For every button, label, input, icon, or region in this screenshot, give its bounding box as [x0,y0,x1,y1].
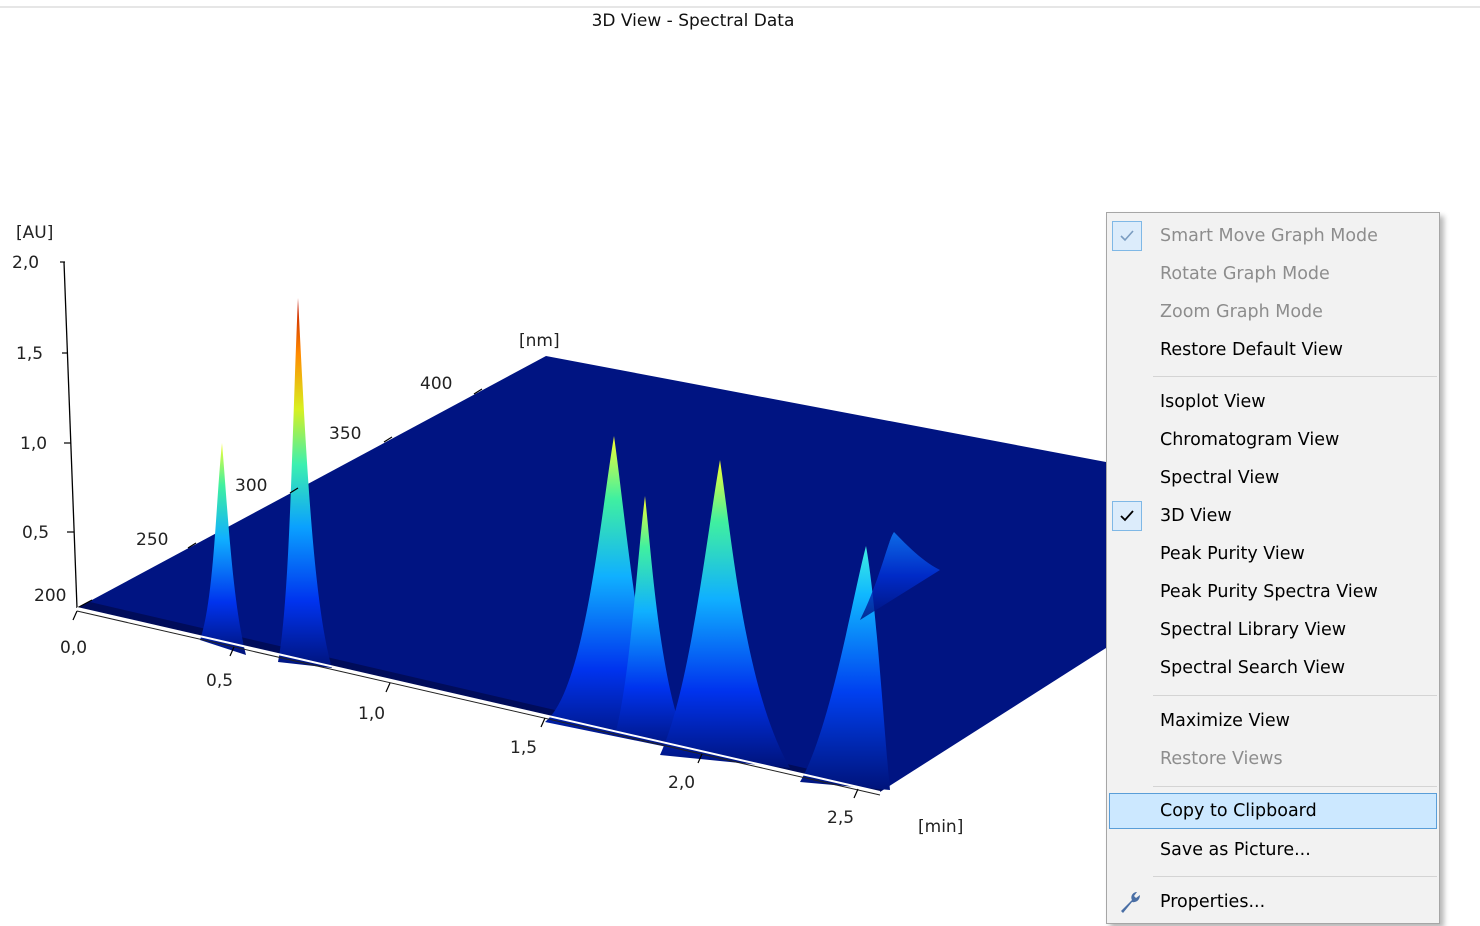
menu-item-label: Spectral Search View [1160,658,1345,678]
menu-item-label: Rotate Graph Mode [1160,264,1330,284]
menu-item-peak-purity-spectra-view[interactable]: Peak Purity Spectra View [1109,574,1437,610]
au-axis-line [64,262,77,608]
menu-separator [1153,876,1437,877]
time-tick-label: 1,5 [510,738,537,758]
menu-item-label: 3D View [1160,506,1232,526]
time-tick-label: 0,5 [206,671,233,691]
menu-separator [1153,786,1437,787]
time-tick-label: 1,0 [358,704,385,724]
time-tick-label: 0,0 [60,638,87,658]
menu-item-label: Isoplot View [1160,392,1266,412]
au-tick-label: 2,0 [12,253,39,273]
menu-item-label: Properties... [1160,892,1265,912]
menu-separator [1153,376,1437,377]
nm-axis-label: [nm] [519,331,560,351]
menu-separator [1153,695,1437,696]
nm-tick-label: 300 [235,476,267,496]
au-axis-label: [AU] [16,223,53,243]
menu-item-isoplot-view[interactable]: Isoplot View [1109,384,1437,420]
menu-item-copy-to-clipboard[interactable]: Copy to Clipboard [1109,793,1437,829]
menu-item-label: Zoom Graph Mode [1160,302,1323,322]
time-tick-label: 2,5 [827,808,854,828]
menu-item-rotate-graph-mode[interactable]: Rotate Graph Mode [1109,256,1437,292]
wrench-icon [1118,890,1144,914]
menu-item-properties[interactable]: Properties... [1109,884,1437,920]
au-tick-label: 0,5 [22,523,49,543]
time-tick-label: 2,0 [668,773,695,793]
context-menu: Smart Move Graph Mode Rotate Graph Mode … [1106,212,1440,924]
menu-item-label: Copy to Clipboard [1160,801,1317,821]
au-axis-ticks [60,262,74,532]
au-tick-label: 1,0 [20,434,47,454]
menu-item-label: Spectral View [1160,468,1279,488]
nm-tick-label: 400 [420,374,452,394]
menu-item-chromatogram-view[interactable]: Chromatogram View [1109,422,1437,458]
checkmark-box [1112,221,1142,251]
menu-item-label: Peak Purity Spectra View [1160,582,1378,602]
au-tick-label: 1,5 [16,344,43,364]
menu-item-label: Smart Move Graph Mode [1160,226,1378,246]
menu-item-peak-purity-view[interactable]: Peak Purity View [1109,536,1437,572]
menu-item-spectral-view[interactable]: Spectral View [1109,460,1437,496]
menu-item-label: Peak Purity View [1160,544,1305,564]
menu-item-label: Save as Picture... [1160,840,1311,860]
checkmark-icon [1119,229,1135,243]
menu-item-label: Chromatogram View [1160,430,1339,450]
menu-item-smart-move-graph-mode[interactable]: Smart Move Graph Mode [1109,218,1437,254]
menu-item-3d-view[interactable]: 3D View [1109,498,1437,534]
menu-item-spectral-search-view[interactable]: Spectral Search View [1109,650,1437,686]
menu-item-label: Restore Default View [1160,340,1343,360]
nm-tick-label: 250 [136,530,168,550]
nm-tick-label: 350 [329,424,361,444]
menu-item-label: Maximize View [1160,711,1290,731]
menu-item-label: Spectral Library View [1160,620,1346,640]
menu-item-zoom-graph-mode[interactable]: Zoom Graph Mode [1109,294,1437,330]
menu-item-restore-views[interactable]: Restore Views [1109,741,1437,777]
menu-item-label: Restore Views [1160,749,1283,769]
nm-tick-label: 200 [34,586,66,606]
checkmark-box [1112,501,1142,531]
menu-item-maximize-view[interactable]: Maximize View [1109,703,1437,739]
time-axis-label: [min] [918,817,963,837]
menu-item-spectral-library-view[interactable]: Spectral Library View [1109,612,1437,648]
checkmark-icon [1119,509,1135,523]
menu-item-save-as-picture[interactable]: Save as Picture... [1109,832,1437,868]
menu-item-restore-default-view[interactable]: Restore Default View [1109,332,1437,368]
